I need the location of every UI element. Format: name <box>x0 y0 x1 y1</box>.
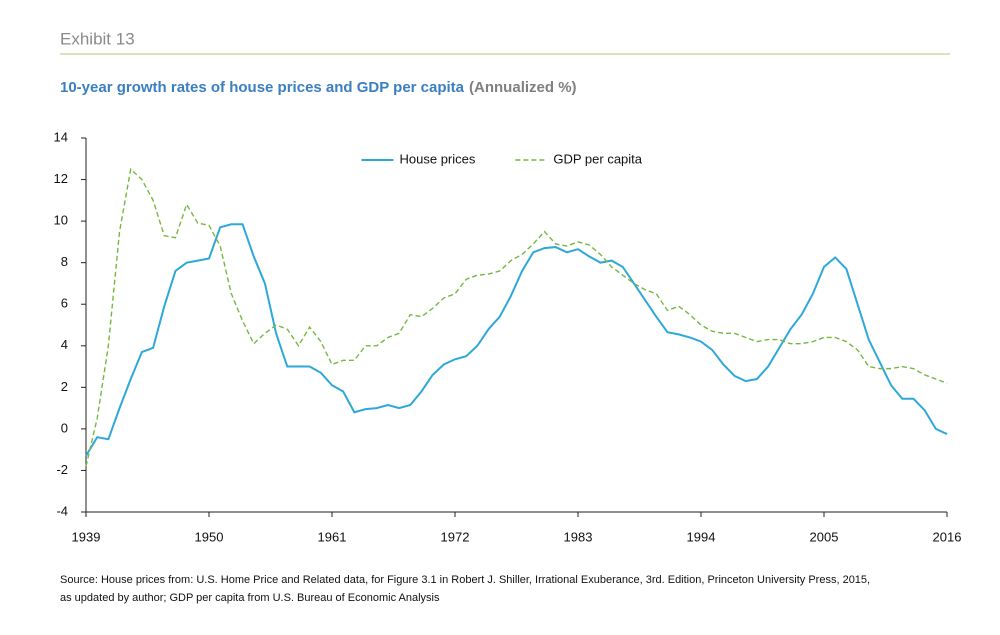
x-tick-label: 1939 <box>72 529 101 544</box>
x-tick-label: 1950 <box>195 529 224 544</box>
y-tick-label: -2 <box>56 462 68 477</box>
legend-label: GDP per capita <box>553 151 642 166</box>
source-note: as updated by author; GDP per capita fro… <box>60 592 440 604</box>
y-tick-label: 4 <box>61 337 68 352</box>
y-tick-label: 12 <box>54 171 68 186</box>
series-line <box>85 167 948 467</box>
legend-label: House prices <box>400 151 476 166</box>
chart-title: 10-year growth rates of house prices and… <box>60 79 465 96</box>
y-tick-label: 14 <box>54 129 68 144</box>
x-tick-label: 1972 <box>441 529 470 544</box>
y-tick-label: -4 <box>56 503 68 518</box>
x-tick-label: 1961 <box>318 529 347 544</box>
series-line <box>85 223 948 457</box>
exhibit-label: Exhibit 13 <box>60 29 135 48</box>
x-tick-label: 1994 <box>687 529 716 544</box>
chart-subtitle: (Annualized %) <box>469 79 577 96</box>
y-tick-label: 8 <box>61 254 68 269</box>
title-row: 10-year growth rates of house prices and… <box>60 79 577 96</box>
x-tick-label: 2005 <box>810 529 839 544</box>
x-tick-label: 1983 <box>564 529 593 544</box>
y-tick-label: 10 <box>54 213 68 228</box>
source-note: Source: House prices from: U.S. Home Pri… <box>60 574 870 586</box>
y-tick-label: 0 <box>61 420 68 435</box>
y-tick-label: 6 <box>61 296 68 311</box>
x-tick-label: 2016 <box>933 529 962 544</box>
y-tick-label: 2 <box>61 379 68 394</box>
